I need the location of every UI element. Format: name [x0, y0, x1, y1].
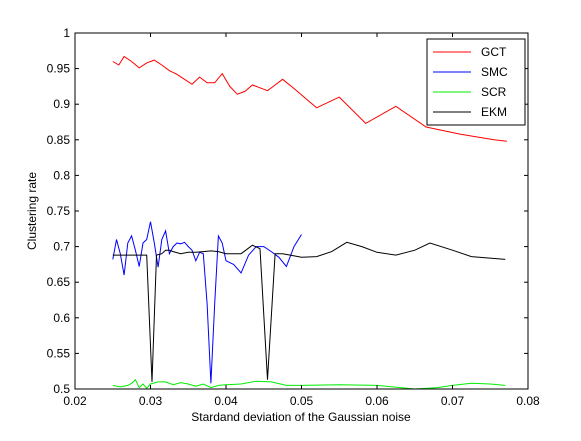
y-tick-label: 0.55	[47, 346, 71, 360]
axes-layer: 0.02 0.03 0.04 0.05 0.06 0.07 0.08 0.5 0.55 0.6 0.…	[47, 26, 540, 408]
x-tick-label: 0.08	[516, 394, 540, 408]
legend-label-gct: GCT	[481, 45, 507, 59]
y-tick-label: 0.5	[53, 382, 70, 396]
y-tick-label: 0.75	[47, 204, 71, 218]
legend-label-smc: SMC	[481, 65, 508, 79]
y-tick-label: 0.8	[53, 168, 70, 182]
y-tick-label: 1	[63, 26, 70, 40]
x-axis-label: Stardand deviation of the Gaussian noise	[191, 410, 411, 424]
y-tick-label: 0.65	[47, 275, 71, 289]
series-layer	[112, 55, 507, 390]
series-line-gct	[112, 55, 507, 142]
y-tick-label: 0.95	[47, 62, 71, 76]
x-tick-label: 0.05	[290, 394, 314, 408]
legend-label-scr: SCR	[481, 85, 507, 99]
y-tick-label: 0.6	[53, 311, 70, 325]
x-tick-label: 0.04	[214, 394, 238, 408]
legend-box	[426, 38, 526, 126]
y-axis-label: Clustering rate	[25, 172, 39, 250]
x-tick-label: 0.02	[63, 394, 87, 408]
series-line-smc	[112, 221, 302, 384]
y-tick-label: 0.9	[53, 97, 70, 111]
y-tick-label: 0.85	[47, 133, 71, 147]
legend-label-ekm: EKM	[481, 105, 507, 119]
x-tick-label: 0.06	[365, 394, 389, 408]
legend: GCT SMC SCR EKM	[426, 38, 526, 126]
series-line-scr	[112, 378, 506, 390]
x-tick-label: 0.07	[441, 394, 465, 408]
y-tick-label: 0.7	[53, 240, 70, 254]
series-line-ekm	[112, 241, 506, 382]
x-tick-label: 0.03	[139, 394, 163, 408]
